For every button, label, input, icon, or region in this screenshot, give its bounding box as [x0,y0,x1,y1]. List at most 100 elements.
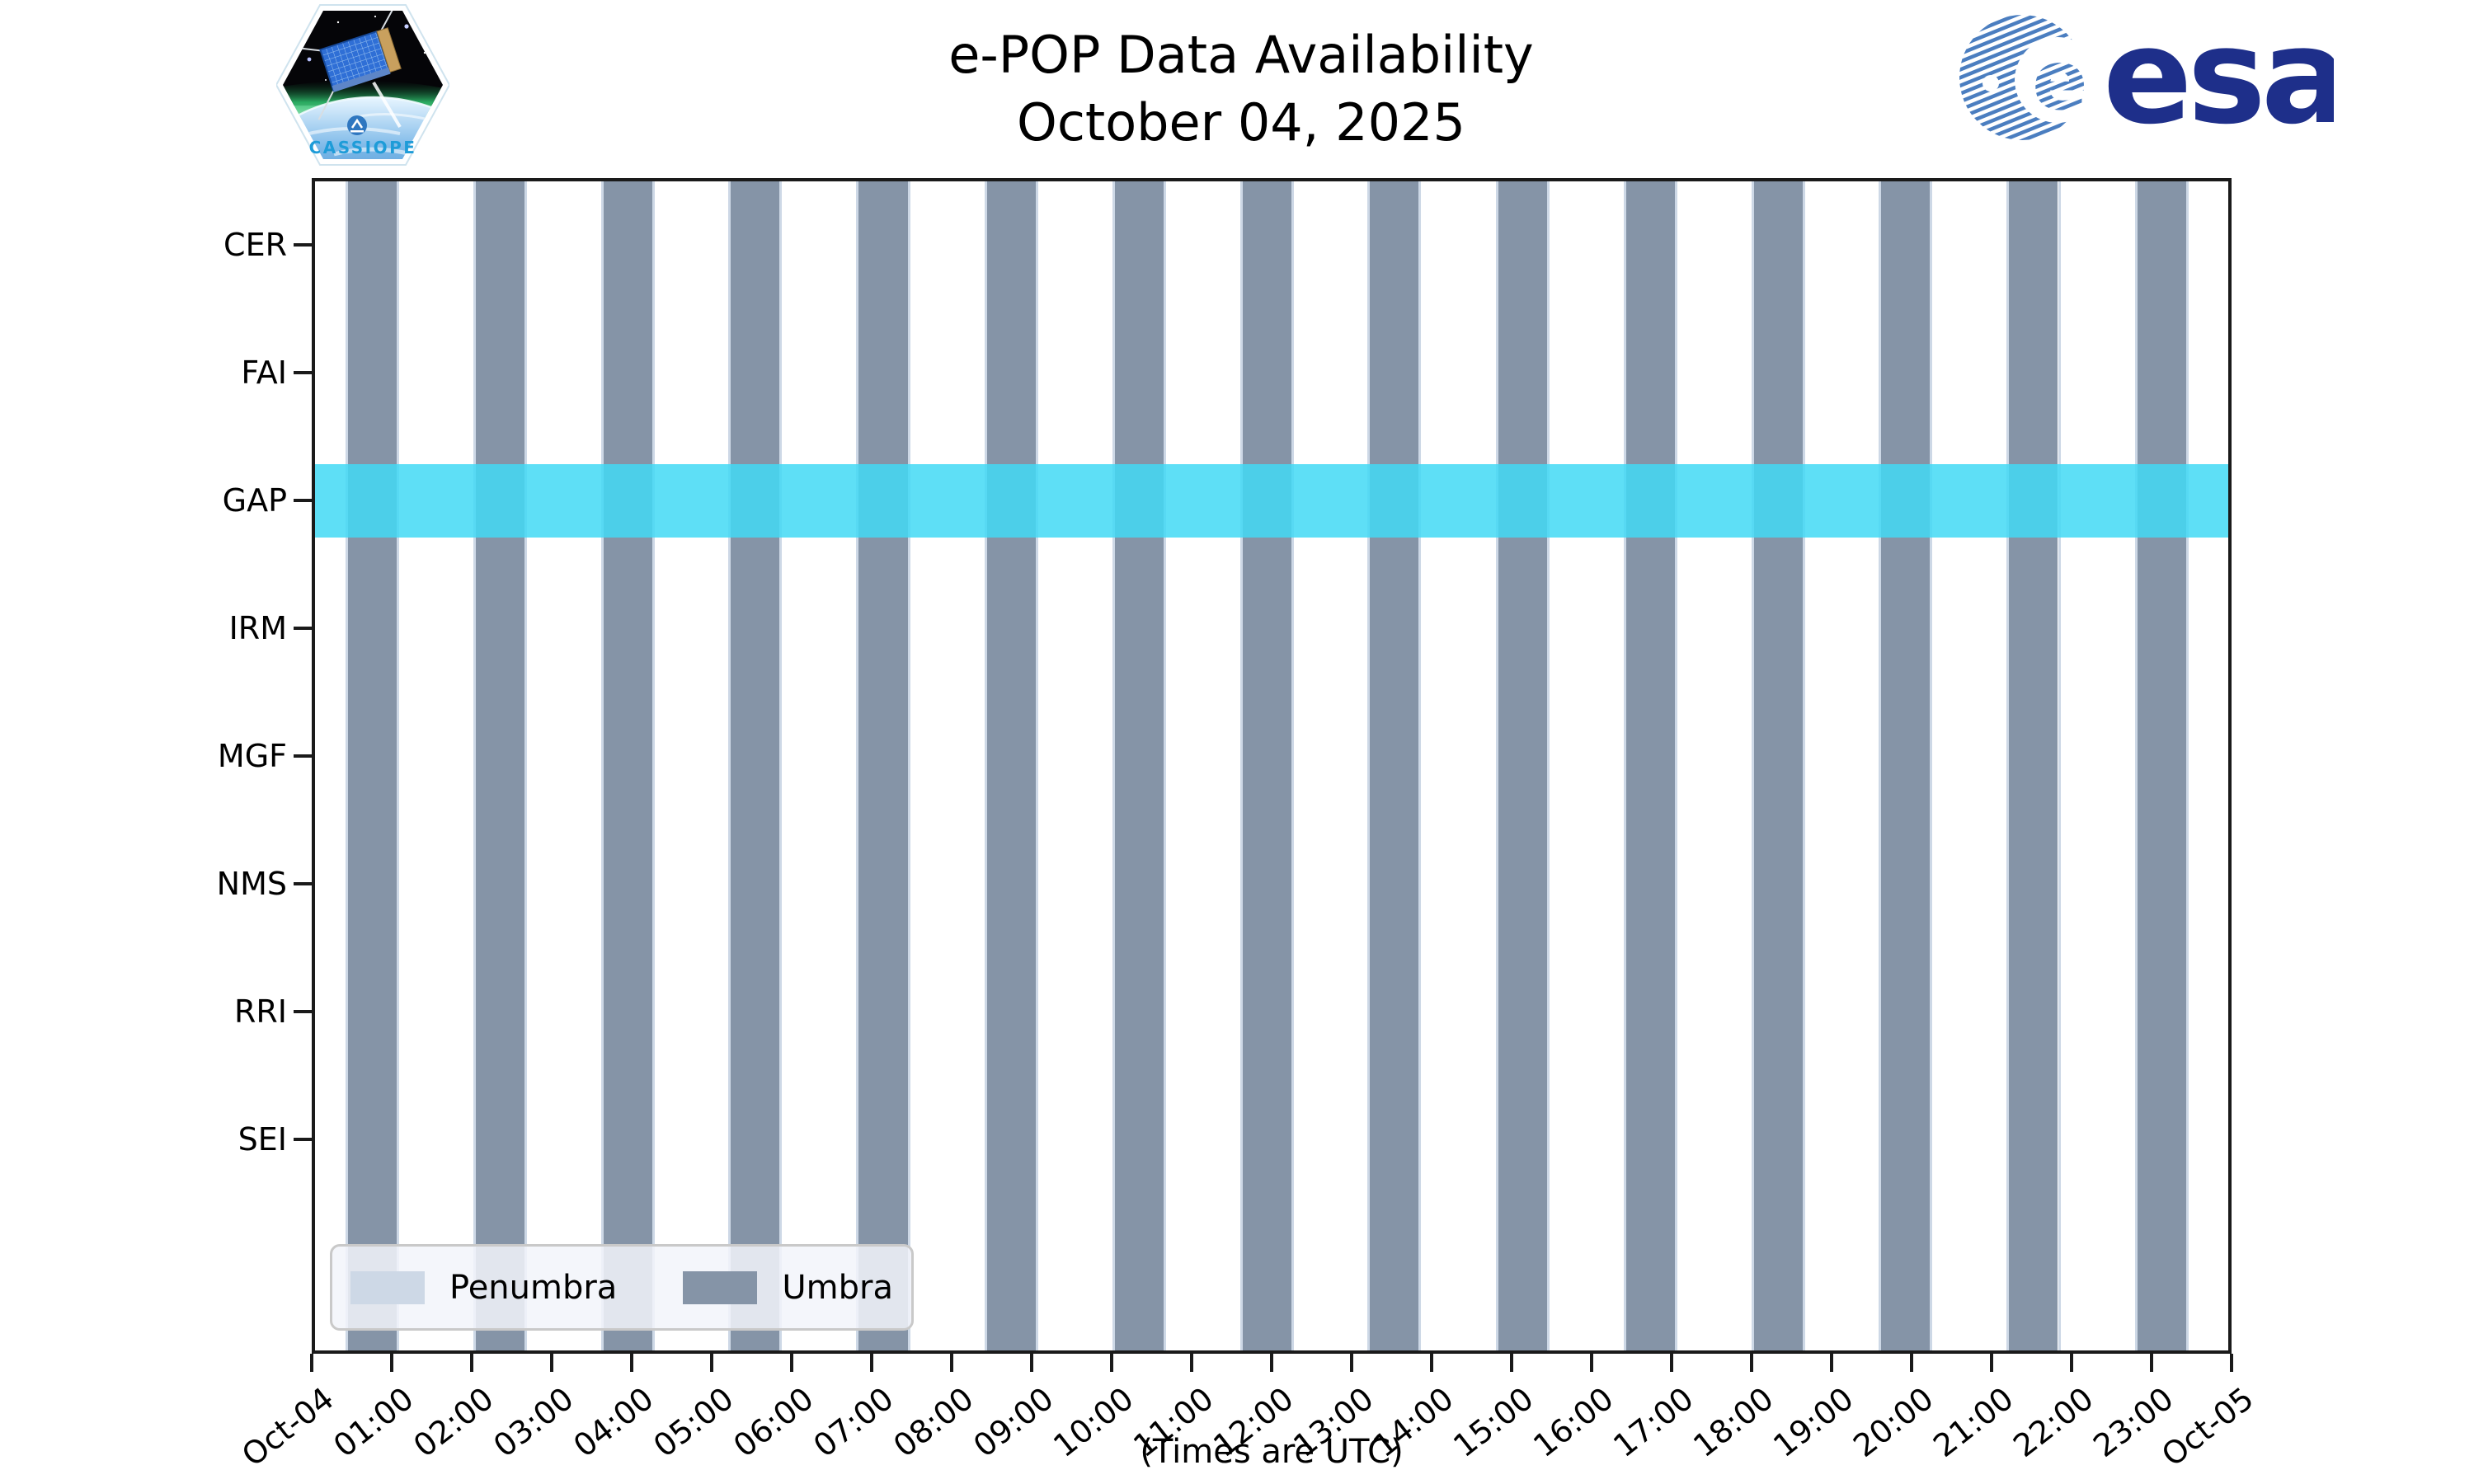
x-tick-mark [1190,1354,1193,1372]
x-tick-label: 09:00 [967,1380,1061,1465]
esa-logo-icon: e esa [1959,0,2350,153]
x-tick-mark [870,1354,873,1372]
y-tick-mark [294,882,312,885]
umbra-bar [475,178,524,1354]
x-tick-label: 20:00 [1846,1380,1941,1465]
umbra-bar [986,178,1036,1354]
legend-swatch-umbra [683,1270,758,1304]
umbra-bar [858,178,908,1354]
penumbra-bar [2185,178,2189,1354]
penumbra-bar [396,178,399,1354]
penumbra-bar [779,178,783,1354]
esa-wordmark: esa [2103,7,2334,147]
chart-title: e-POP Data Availability [948,25,1534,85]
penumbra-bar [1879,178,1882,1354]
x-tick-label: 05:00 [647,1380,741,1465]
x-tick-mark [1830,1354,1833,1372]
penumbra-bar [2058,178,2061,1354]
penumbra-bar [1495,178,1498,1354]
availability-band-gap [312,463,2232,538]
penumbra-bar [728,178,731,1354]
x-tick-label: 10:00 [1047,1380,1141,1465]
penumbra-bar [524,178,528,1354]
penumbra-bar [984,178,987,1354]
penumbra-bar [1164,178,1167,1354]
x-tick-mark [950,1354,953,1372]
y-tick-label-nms: NMS [216,866,287,902]
x-tick-label: 04:00 [567,1380,661,1465]
penumbra-bar [1803,178,1806,1354]
x-tick-label: 01:00 [327,1380,421,1465]
x-tick-mark [1030,1354,1033,1372]
plot-area [312,178,2232,1354]
x-tick-mark [1110,1354,1113,1372]
svg-text:e: e [2032,32,2088,129]
umbra-bar [1881,178,1931,1354]
penumbra-bar [345,178,348,1354]
umbra-bar [2137,178,2186,1354]
penumbra-bar [1418,178,1422,1354]
penumbra-bar [856,178,859,1354]
x-tick-label: 08:00 [887,1380,981,1465]
cassiope-patch-label: CASSIOPE [309,138,417,157]
y-tick-mark [294,627,312,630]
x-tick-mark [1750,1354,1753,1372]
x-tick-label: 21:00 [1926,1380,2021,1465]
x-tick-mark [1590,1354,1593,1372]
penumbra-bar [2006,178,2010,1354]
penumbra-bar [1035,178,1038,1354]
x-tick-mark [1270,1354,1273,1372]
cassiope-mission-patch: CASSIOPE [275,2,451,168]
x-tick-label: 07:00 [807,1380,901,1465]
umbra-bar [1753,178,1804,1354]
y-tick-mark [294,499,312,502]
x-tick-label: 02:00 [407,1380,501,1465]
penumbra-bar [1674,178,1677,1354]
x-tick-label: 06:00 [727,1380,821,1465]
penumbra-bar [1291,178,1295,1354]
x-tick-mark [630,1354,633,1372]
penumbra-bar [1930,178,1933,1354]
penumbra-bar [1367,178,1371,1354]
y-tick-label-rri: RRI [233,993,287,1030]
x-tick-mark [470,1354,473,1372]
umbra-bar [347,178,397,1354]
x-tick-mark [2230,1354,2233,1372]
penumbra-bar [652,178,656,1354]
y-tick-mark [294,754,312,758]
umbra-bar [1625,178,1675,1354]
umbra-bar [1114,178,1164,1354]
y-tick-label-irm: IRM [228,610,287,646]
y-tick-mark [294,371,312,374]
x-tick-label: 15:00 [1446,1380,1541,1465]
x-tick-mark [550,1354,553,1372]
penumbra-bar [473,178,476,1354]
y-tick-label-mgf: MGF [217,738,287,774]
esa-globe-icon: e [1959,15,2100,140]
penumbra-bar [907,178,910,1354]
x-tick-mark [1430,1354,1433,1372]
y-tick-label-cer: CER [223,227,287,263]
y-tick-label-fai: FAI [241,355,287,391]
x-tick-label: 17:00 [1606,1380,1701,1465]
penumbra-bar [601,178,604,1354]
x-tick-mark [1910,1354,1913,1372]
x-tick-label: Oct-05 [2155,1380,2261,1474]
umbra-bar [1243,178,1292,1354]
y-tick-label-gap: GAP [222,482,287,519]
chart-subtitle: October 04, 2025 [1017,92,1465,153]
esa-logo: e esa [1953,0,2350,153]
penumbra-bar [2134,178,2138,1354]
x-tick-label: 16:00 [1526,1380,1621,1465]
x-tick-label: 18:00 [1686,1380,1781,1465]
y-tick-mark [294,1010,312,1013]
x-tick-mark [790,1354,793,1372]
legend-label-umbra: Umbra [782,1268,893,1307]
penumbra-bar [1240,178,1244,1354]
x-tick-mark [310,1354,313,1372]
x-tick-mark [710,1354,713,1372]
umbra-bar [1498,178,1547,1354]
umbra-bar [731,178,780,1354]
x-axis-title: (Times are UTC) [1140,1433,1404,1471]
